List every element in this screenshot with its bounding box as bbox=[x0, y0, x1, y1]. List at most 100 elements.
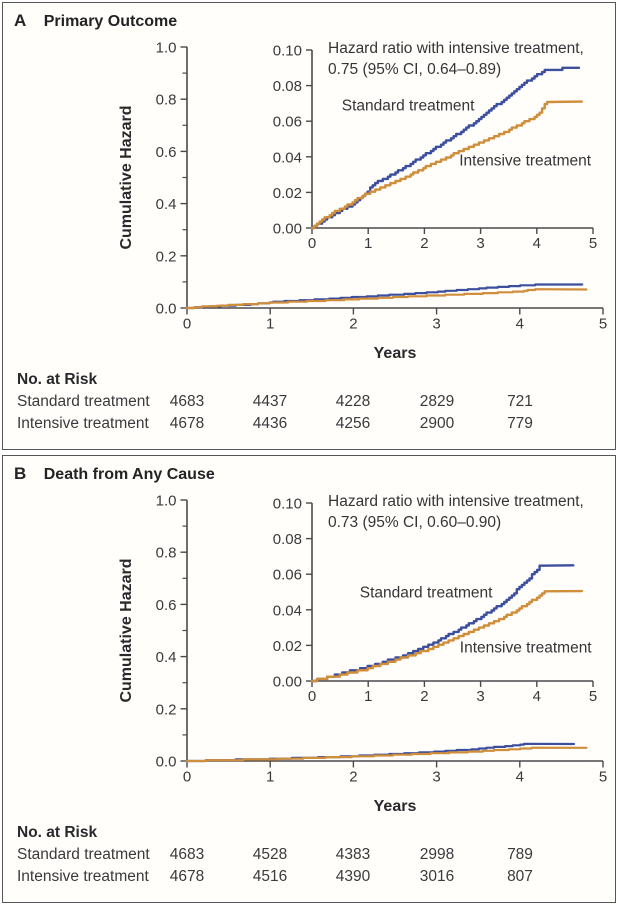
x-tick-label: 3 bbox=[432, 316, 440, 333]
risk-count: 4383 bbox=[335, 846, 371, 863]
y-tick-label: 0.2 bbox=[156, 248, 177, 265]
inset-series-line bbox=[310, 589, 583, 683]
risk-count: 721 bbox=[507, 393, 533, 410]
risk-count: 4436 bbox=[252, 415, 288, 432]
inset-plot: 0.00 0.02 0.04 0.06 0.08 0.10 0 1 2 3 4 5 Standard t… bbox=[273, 493, 597, 705]
y-tick-label: 0.04 bbox=[273, 602, 302, 619]
inset-series-line bbox=[310, 564, 575, 683]
x-tick-label: 0 bbox=[308, 235, 316, 252]
y-tick-label: 0.02 bbox=[273, 185, 302, 202]
y-tick-label: 0.8 bbox=[156, 545, 177, 562]
y-tick-label: 0.6 bbox=[156, 597, 177, 614]
x-tick-label: 3 bbox=[432, 769, 440, 786]
y-tick-label: 0.00 bbox=[273, 221, 302, 238]
x-tick-label: 4 bbox=[516, 316, 524, 333]
risk-row-intensive: Intensive treatment 4678 4516 4390 3016 … bbox=[17, 866, 609, 888]
x-tick-label: 5 bbox=[589, 235, 597, 252]
panel-letter: B bbox=[14, 464, 27, 483]
panel-title-text: Primary Outcome bbox=[43, 13, 178, 30]
x-tick-label: 2 bbox=[420, 235, 428, 252]
x-tick-label: 4 bbox=[533, 688, 541, 705]
inset-plot: 0.00 0.02 0.04 0.06 0.08 0.10 0 1 2 3 4 5 Standard t… bbox=[273, 40, 597, 252]
series-label: Intensive treatment bbox=[459, 153, 592, 170]
risk-count: 4516 bbox=[252, 868, 288, 885]
x-tick-label: 3 bbox=[476, 688, 484, 705]
hazard-ratio-annotation: 0.75 (95% CI, 0.64–0.89) bbox=[328, 61, 501, 78]
x-tick-label: 0 bbox=[183, 769, 191, 786]
series-label: Intensive treatment bbox=[460, 640, 593, 657]
panel-header: B Death from Any Cause bbox=[14, 464, 215, 484]
x-tick-label: 5 bbox=[589, 688, 597, 705]
x-axis-title: Years bbox=[374, 345, 417, 362]
y-tick-label: 0.0 bbox=[156, 301, 177, 318]
x-axis-title: Years bbox=[374, 798, 417, 815]
risk-table: No. at Risk Standard treatment 4683 4437… bbox=[17, 369, 609, 435]
y-tick-label: 0.04 bbox=[273, 149, 302, 166]
main-series-line bbox=[185, 288, 588, 310]
x-tick-label: 4 bbox=[533, 235, 541, 252]
panel-letter: A bbox=[14, 11, 27, 30]
panel-title-text: Death from Any Cause bbox=[43, 466, 215, 483]
panel-header: A Primary Outcome bbox=[14, 11, 177, 31]
x-tick-label: 2 bbox=[349, 769, 357, 786]
main-series-line bbox=[185, 746, 588, 763]
series-label: Standard treatment bbox=[342, 98, 475, 115]
series-label: Standard treatment bbox=[360, 584, 493, 601]
risk-row-standard: Standard treatment 4683 4528 4383 2998 7… bbox=[17, 844, 609, 866]
y-tick-label: 0.6 bbox=[156, 144, 177, 161]
risk-count: 4678 bbox=[169, 868, 205, 885]
hazard-ratio-annotation: Hazard ratio with intensive treatment, bbox=[328, 40, 584, 57]
x-tick-label: 1 bbox=[266, 316, 274, 333]
y-tick-label: 0.08 bbox=[273, 78, 302, 95]
y-tick-label: 1.0 bbox=[156, 40, 177, 57]
x-tick-label: 1 bbox=[266, 769, 274, 786]
risk-count: 4228 bbox=[335, 393, 371, 410]
risk-row-label: Standard treatment bbox=[17, 393, 150, 410]
x-tick-label: 2 bbox=[420, 688, 428, 705]
main-plot: 0.0 0.2 0.4 0.6 0.8 1.0 0 1 2 3 4 5 Years Cumulative … bbox=[118, 493, 607, 816]
y-tick-label: 0.06 bbox=[273, 114, 302, 131]
risk-count: 807 bbox=[507, 868, 533, 885]
hazard-ratio-annotation: 0.73 (95% CI, 0.60–0.90) bbox=[328, 514, 501, 531]
risk-count: 4678 bbox=[169, 415, 205, 432]
y-tick-label: 0.10 bbox=[273, 496, 302, 513]
cumulative-hazard-plot-b: 0.0 0.2 0.4 0.6 0.8 1.0 0 1 2 3 4 5 Years Cumulative … bbox=[118, 493, 607, 816]
x-tick-label: 2 bbox=[349, 316, 357, 333]
risk-row-intensive: Intensive treatment 4678 4436 4256 2900 … bbox=[17, 413, 609, 435]
risk-count: 4256 bbox=[335, 415, 371, 432]
y-tick-label: 0.2 bbox=[156, 701, 177, 718]
risk-table-title: No. at Risk bbox=[17, 824, 98, 841]
risk-table-title: No. at Risk bbox=[17, 371, 98, 388]
y-axis-title: Cumulative Hazard bbox=[118, 105, 135, 249]
x-tick-label: 4 bbox=[516, 769, 524, 786]
y-axis-title: Cumulative Hazard bbox=[118, 558, 135, 702]
risk-row-standard: Standard treatment 4683 4437 4228 2829 7… bbox=[17, 391, 609, 413]
y-tick-label: 1.0 bbox=[156, 493, 177, 510]
y-tick-label: 0.10 bbox=[273, 43, 302, 60]
cumulative-hazard-plot-a: 0.0 0.2 0.4 0.6 0.8 1.0 0 1 2 3 4 5 Years Cumulative … bbox=[118, 40, 607, 363]
hazard-ratio-annotation: Hazard ratio with intensive treatment, bbox=[328, 493, 584, 510]
risk-count: 4528 bbox=[252, 846, 288, 863]
risk-row-label: Standard treatment bbox=[17, 846, 150, 863]
y-tick-label: 0.02 bbox=[273, 638, 302, 655]
risk-count: 2998 bbox=[419, 846, 455, 863]
x-tick-label: 1 bbox=[364, 688, 372, 705]
risk-table: No. at Risk Standard treatment 4683 4528… bbox=[17, 822, 609, 888]
risk-count: 4683 bbox=[169, 393, 205, 410]
risk-count: 4437 bbox=[252, 393, 288, 410]
x-tick-label: 1 bbox=[364, 235, 372, 252]
x-tick-label: 5 bbox=[599, 316, 607, 333]
y-tick-label: 0.08 bbox=[273, 531, 302, 548]
risk-row-label: Intensive treatment bbox=[17, 868, 149, 885]
risk-count: 789 bbox=[507, 846, 533, 863]
x-tick-label: 5 bbox=[599, 769, 607, 786]
y-tick-label: 0.4 bbox=[156, 196, 177, 213]
inset-series-line bbox=[310, 66, 581, 230]
risk-count: 2829 bbox=[419, 393, 455, 410]
risk-row-label: Intensive treatment bbox=[17, 415, 149, 432]
y-tick-label: 0.0 bbox=[156, 754, 177, 771]
panel-a: A Primary Outcome 0.0 0.2 0.4 0.6 0.8 1.0 0 1 2 3… bbox=[2, 2, 616, 450]
risk-count: 4390 bbox=[335, 868, 371, 885]
risk-count: 2900 bbox=[419, 415, 455, 432]
